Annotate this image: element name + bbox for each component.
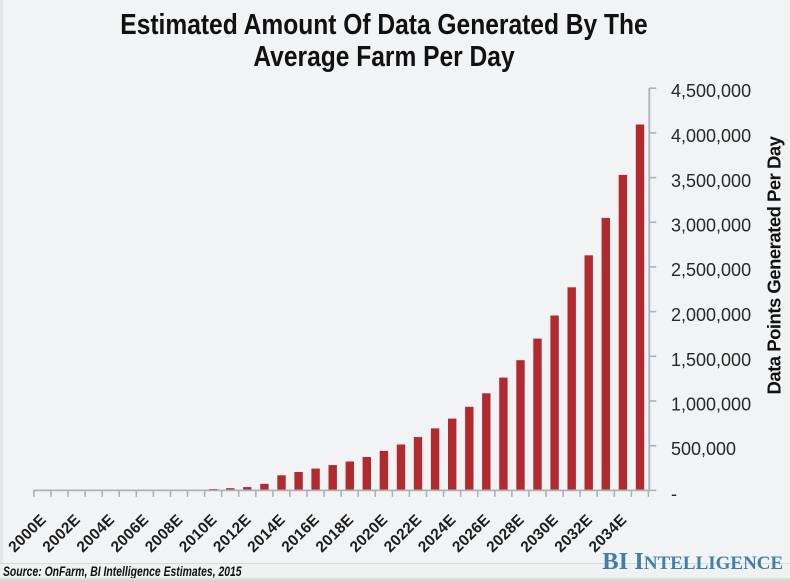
svg-text:2016E: 2016E (279, 512, 323, 556)
svg-text:3,000,000: 3,000,000 (671, 216, 751, 236)
svg-text:2,000,000: 2,000,000 (671, 305, 751, 325)
svg-text:4,000,000: 4,000,000 (671, 126, 751, 146)
svg-text:2002E: 2002E (40, 512, 84, 556)
svg-text:2020E: 2020E (347, 512, 391, 556)
svg-text:Data Points Generated Per Day: Data Points Generated Per Day (764, 135, 785, 394)
svg-text:2000E: 2000E (5, 512, 49, 556)
svg-text:2,500,000: 2,500,000 (671, 260, 751, 280)
svg-text:2032E: 2032E (552, 512, 596, 556)
svg-text:2012E: 2012E (210, 512, 254, 556)
svg-text:2030E: 2030E (518, 512, 562, 556)
svg-text:2010E: 2010E (176, 512, 220, 556)
svg-text:2014E: 2014E (244, 512, 288, 556)
svg-text:2006E: 2006E (108, 512, 152, 556)
svg-text:-: - (671, 484, 677, 504)
svg-text:2018E: 2018E (313, 512, 357, 556)
svg-text:2022E: 2022E (381, 512, 425, 556)
svg-text:1,500,000: 1,500,000 (671, 350, 751, 370)
svg-text:2004E: 2004E (74, 512, 118, 556)
svg-text:500,000: 500,000 (671, 439, 736, 459)
svg-text:2026E: 2026E (449, 512, 493, 556)
svg-text:1,000,000: 1,000,000 (671, 395, 751, 415)
svg-text:2024E: 2024E (415, 512, 459, 556)
svg-text:2008E: 2008E (142, 512, 186, 556)
svg-text:4,500,000: 4,500,000 (671, 81, 751, 101)
svg-text:2028E: 2028E (483, 512, 527, 556)
svg-text:3,500,000: 3,500,000 (671, 171, 751, 191)
